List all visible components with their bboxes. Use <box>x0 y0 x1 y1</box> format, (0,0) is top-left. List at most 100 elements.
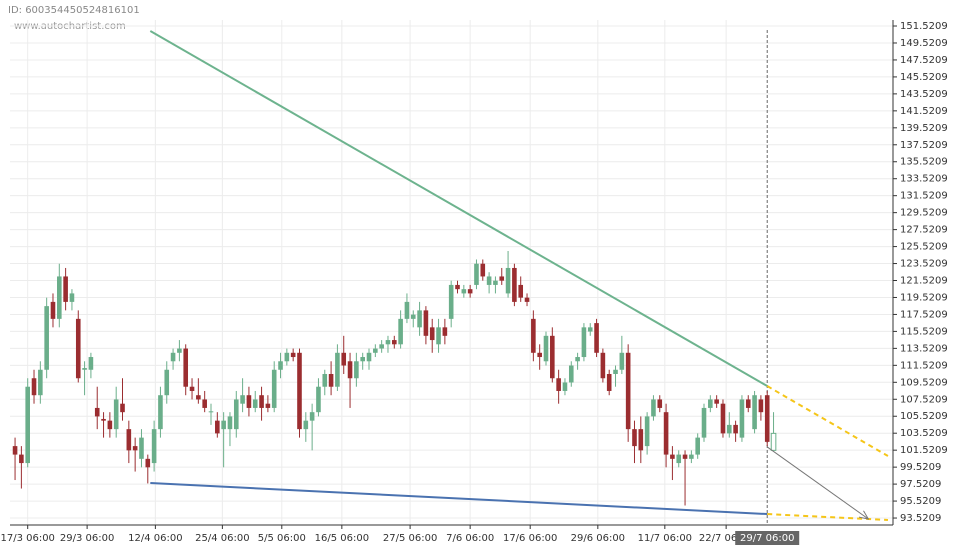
candle-body <box>575 357 580 362</box>
x-tick-label: 27/5 06:00 <box>383 533 437 544</box>
candle-body <box>297 352 302 430</box>
candle-body <box>309 412 315 421</box>
candle-body <box>638 429 644 451</box>
candle-body <box>139 437 144 459</box>
candle-body <box>145 458 151 468</box>
candle-body <box>183 348 189 387</box>
candle-body <box>448 284 454 319</box>
y-tick-label: 121.5209 <box>900 276 948 287</box>
candle-body <box>606 374 612 391</box>
candle-body <box>107 420 113 430</box>
candle-body <box>442 327 448 336</box>
y-tick-label: 135.5209 <box>900 157 948 168</box>
resistance-line <box>149 30 768 387</box>
y-tick-label: 125.5209 <box>900 242 948 253</box>
x-tick-label: 22/7 06:00 <box>699 533 753 544</box>
x-tick-label: 7/6 06:00 <box>446 533 494 544</box>
candle-body <box>404 301 410 319</box>
candle-body <box>113 399 119 430</box>
candle-body <box>644 416 650 447</box>
candle-body <box>335 352 340 387</box>
candle-body <box>221 420 226 430</box>
candle-body <box>202 399 207 408</box>
candle-body <box>436 327 441 345</box>
x-tick-label: 12/4 06:00 <box>128 533 182 544</box>
y-tick-label: 101.5209 <box>900 445 948 456</box>
candle-body <box>398 318 403 345</box>
candle-body <box>12 446 18 455</box>
chart-id: ID: 600354450524816101 <box>8 5 140 16</box>
candle-body <box>385 340 391 345</box>
candle-body <box>158 395 163 430</box>
y-tick-label: 97.5209 <box>900 479 941 490</box>
candle-body <box>50 301 56 319</box>
y-tick-label: 107.5209 <box>900 394 948 405</box>
candle-body <box>177 348 182 353</box>
candle-body <box>524 297 530 302</box>
candle-body <box>278 361 283 370</box>
candle-body <box>31 378 37 396</box>
candle-body <box>94 407 100 417</box>
y-tick-label: 139.5209 <box>900 123 948 134</box>
candle-body <box>44 306 49 370</box>
candle-body <box>233 399 239 430</box>
candle-body <box>341 352 347 366</box>
y-tick-label: 131.5209 <box>900 191 948 202</box>
forecast-arrow <box>766 446 868 519</box>
candle-body <box>196 395 201 400</box>
candle-body <box>733 424 738 434</box>
x-tick-label: 11/7 06:00 <box>638 533 692 544</box>
candle-body <box>126 429 132 451</box>
candle-body <box>701 407 707 438</box>
candle-body <box>316 386 321 413</box>
candle-body <box>75 318 81 379</box>
candle-body <box>682 454 688 459</box>
candle-body <box>651 399 656 417</box>
candle-body <box>486 276 492 285</box>
support-forecast <box>767 513 888 521</box>
candle-body <box>271 369 277 408</box>
y-tick-label: 149.5209 <box>900 38 948 49</box>
y-tick-label: 147.5209 <box>900 55 948 66</box>
y-tick-label: 113.5209 <box>900 343 948 354</box>
candle-body <box>429 327 435 341</box>
candle-body <box>708 399 713 408</box>
candle-body <box>57 276 62 319</box>
candle-body <box>322 374 328 387</box>
candle-body <box>189 386 195 391</box>
candle-body <box>38 369 43 396</box>
candle-body <box>328 374 334 387</box>
candle-body <box>480 263 486 277</box>
x-tick-label: 17/3 06:00 <box>0 533 54 544</box>
candle-body <box>417 310 422 328</box>
candle-body <box>632 429 637 447</box>
candle-body <box>543 335 549 362</box>
resistance-forecast <box>766 385 889 457</box>
y-tick-label: 115.5209 <box>900 326 948 337</box>
candle-body <box>423 310 429 336</box>
y-tick-label: 129.5209 <box>900 208 948 219</box>
candle-body <box>581 327 587 358</box>
candle-body <box>764 395 770 442</box>
candle-body <box>246 395 252 408</box>
candle-body <box>531 318 536 353</box>
candle-body <box>461 289 467 294</box>
candle-body <box>240 395 245 404</box>
candle-body <box>739 399 745 438</box>
candle-body <box>101 418 106 421</box>
y-tick-label: 99.5209 <box>900 462 941 473</box>
y-tick-label: 133.5209 <box>900 174 948 185</box>
candle-body <box>290 352 296 358</box>
candle-body <box>499 276 505 281</box>
candle-body <box>215 420 220 434</box>
candle-body <box>619 352 625 370</box>
candle-body <box>25 386 30 464</box>
candle-body <box>726 424 732 434</box>
support-line <box>150 482 768 516</box>
candle-body <box>600 352 606 379</box>
candle-body <box>360 357 365 362</box>
candle-body <box>259 395 264 408</box>
candle-body <box>455 284 460 290</box>
y-tick-label: 103.5209 <box>900 428 948 439</box>
